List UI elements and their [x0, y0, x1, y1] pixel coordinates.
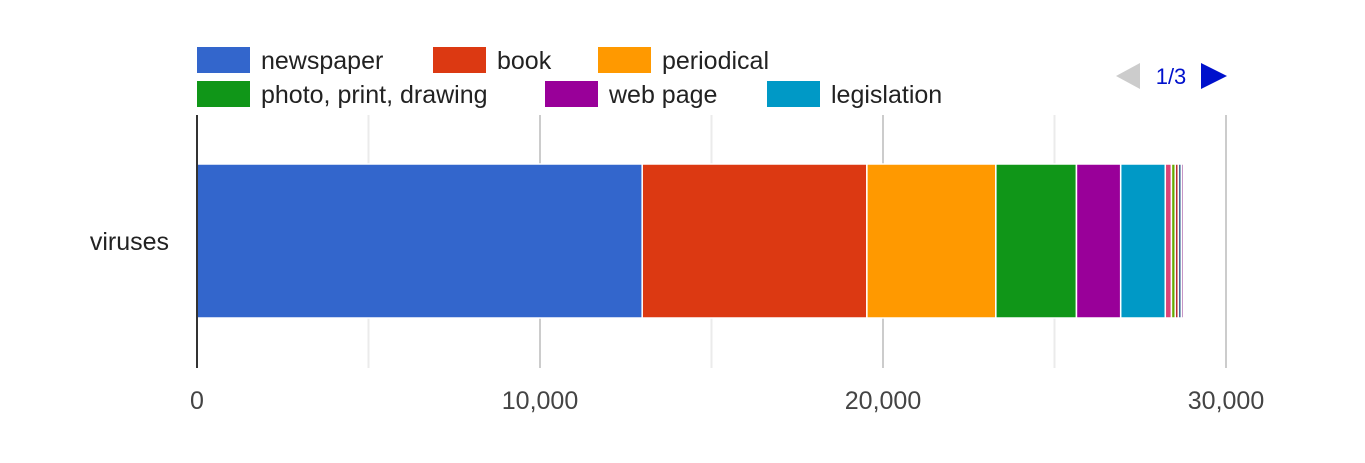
legend-swatch — [545, 81, 598, 107]
legend-swatch — [598, 47, 651, 73]
legend-swatch — [197, 47, 250, 73]
legend-pager: 1/3 — [1116, 63, 1227, 89]
legend-label: newspaper — [261, 47, 383, 75]
legend-label: legislation — [831, 81, 942, 109]
legend-label: book — [497, 47, 552, 75]
legend-label: web page — [608, 81, 717, 109]
legend-label: photo, print, drawing — [261, 81, 488, 109]
x-tick-label: 0 — [190, 387, 204, 415]
triangle-left-icon[interactable] — [1116, 63, 1140, 89]
legend-item[interactable]: newspaper — [197, 47, 383, 75]
bar-segment-photo-print-drawing — [995, 163, 1078, 319]
bar-segment-other-10 — [1180, 163, 1185, 319]
legend: newspaper book periodical photo, print, dra… — [197, 47, 942, 109]
bars — [196, 163, 1185, 319]
legend-page-label: 1/3 — [1156, 64, 1187, 89]
legend-label: periodical — [662, 47, 769, 75]
bar-segment-other-6 — [1164, 163, 1173, 319]
bar-segment-newspaper — [196, 163, 643, 319]
bar-segment-periodical — [866, 163, 997, 319]
x-tick-label: 10,000 — [502, 387, 578, 415]
legend-item[interactable]: book — [433, 47, 552, 75]
triangle-right-icon[interactable] — [1201, 63, 1227, 89]
x-axis-ticks: 0 10,000 20,000 30,000 — [190, 387, 1264, 415]
bar-segment-book — [641, 163, 868, 319]
legend-item[interactable]: web page — [545, 81, 717, 109]
legend-item[interactable]: legislation — [767, 81, 942, 109]
category-labels: viruses — [90, 228, 169, 256]
x-tick-label: 30,000 — [1188, 387, 1264, 415]
bar-segment-web-page — [1075, 163, 1122, 319]
legend-swatch — [197, 81, 250, 107]
legend-item[interactable]: periodical — [598, 47, 769, 75]
x-tick-label: 20,000 — [845, 387, 921, 415]
legend-swatch — [433, 47, 486, 73]
bar-segment-legislation — [1119, 163, 1167, 319]
category-label: viruses — [90, 228, 169, 256]
legend-item[interactable]: photo, print, drawing — [197, 81, 488, 109]
legend-swatch — [767, 81, 820, 107]
